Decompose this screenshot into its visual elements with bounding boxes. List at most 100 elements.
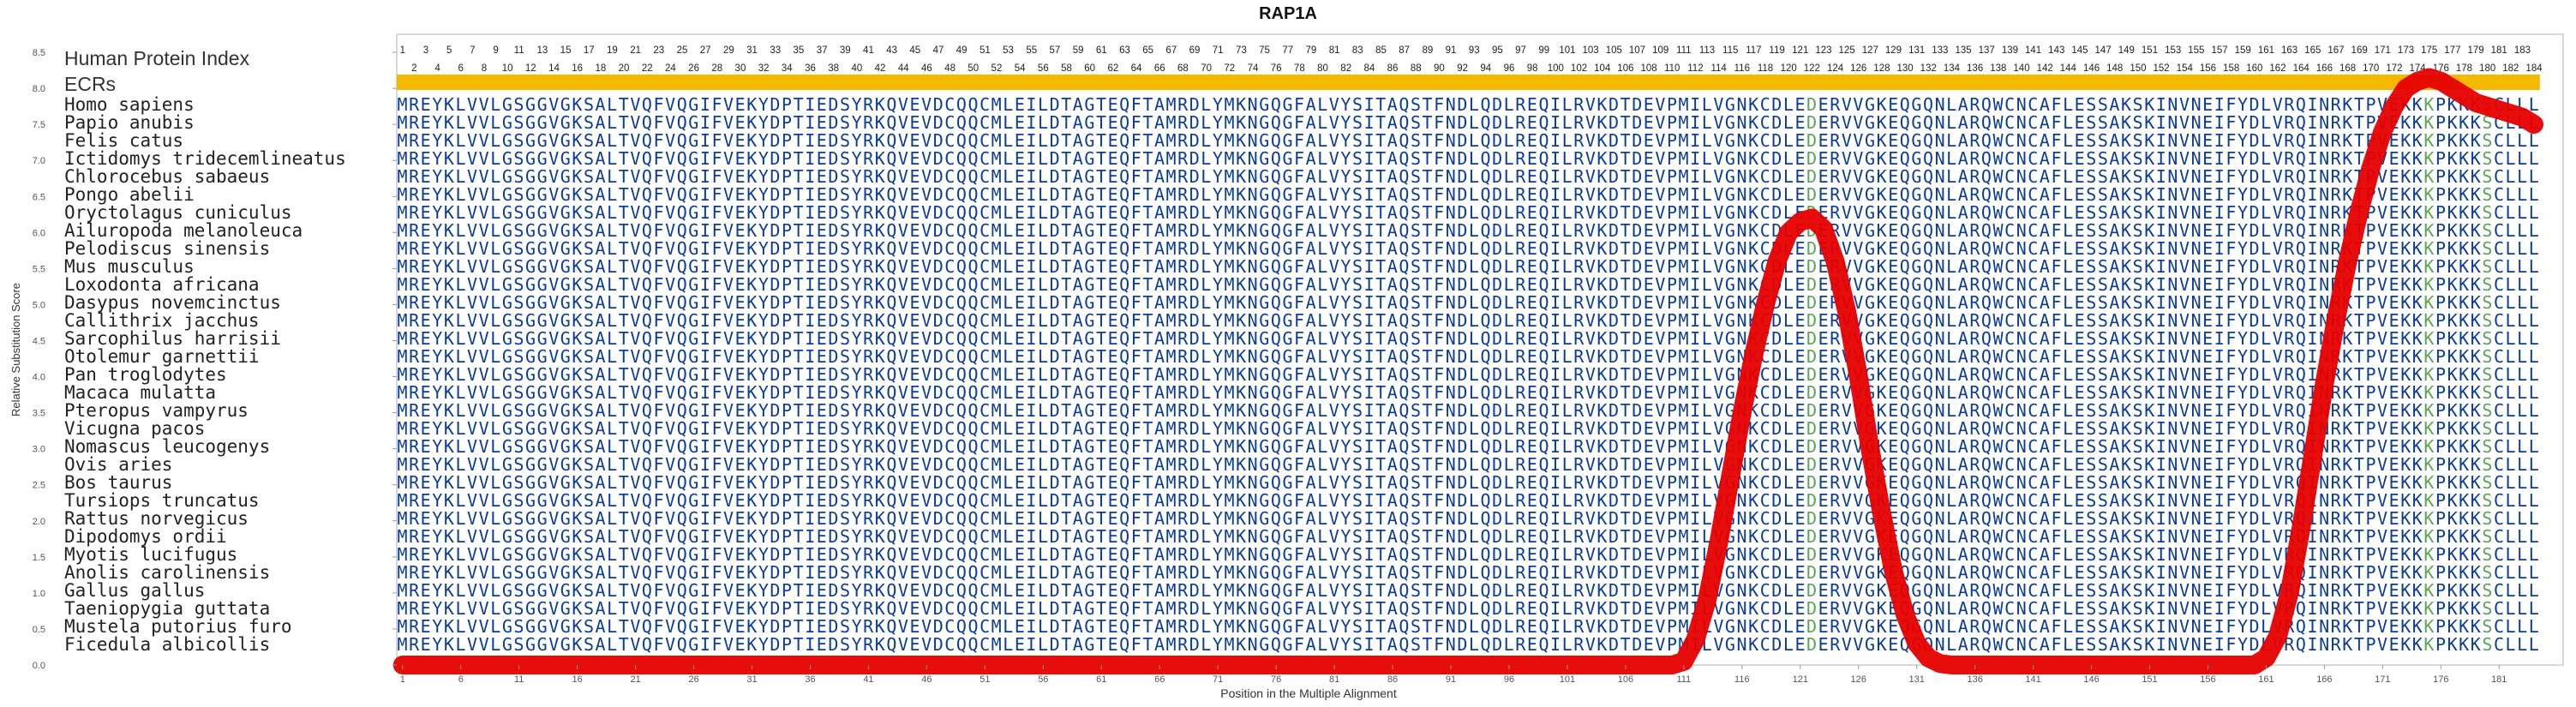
sequence-row: MREYKLVVLGSGGVGKSALTVQFVQGIFVEKYDPTIEDSY…: [398, 616, 2539, 637]
species-label: Homo sapiens: [64, 94, 195, 115]
index-number: 182: [2502, 63, 2519, 74]
index-number: 130: [1896, 63, 1913, 74]
x-tick-label: 116: [1734, 674, 1750, 685]
index-number: 98: [1527, 63, 1538, 74]
index-number: 80: [1317, 63, 1328, 74]
x-tick-label: 36: [805, 674, 815, 685]
index-number: 129: [1885, 45, 1902, 56]
x-tick-label: 131: [1908, 674, 1924, 685]
index-number: 178: [2456, 63, 2472, 74]
x-tick-label: 96: [1504, 674, 1514, 685]
x-axis-label: Position in the Multiple Alignment: [1220, 686, 1397, 700]
index-number: 97: [1515, 45, 1526, 56]
index-number: 47: [933, 45, 944, 56]
species-label: Bos taurus: [64, 472, 172, 493]
x-axis: 1 6 11 16 21 26 31 36 41 46 51 56 61 66 71 76 81 86 91 96 10…: [400, 665, 2507, 685]
index-number: 135: [1955, 45, 1971, 56]
index-number: 99: [1538, 45, 1549, 56]
index-number: 12: [525, 63, 536, 74]
sequence-row: MREYKLVVLGSGGVGKSALTVQFVQGIFVEKYDPTIEDSY…: [398, 166, 2539, 187]
index-number: 38: [828, 63, 839, 74]
index-number: 149: [2118, 45, 2135, 56]
index-number: 159: [2235, 45, 2251, 56]
index-number: 181: [2491, 45, 2507, 56]
species-label: Taeniopygia guttata: [64, 598, 270, 619]
index-number: 133: [1932, 45, 1948, 56]
index-number: 155: [2188, 45, 2204, 56]
sequence-row: MREYKLVVLGSGGVGKSALTVQFVQGIFVEKYDPTIEDSY…: [398, 508, 2539, 529]
index-number: 43: [886, 45, 897, 56]
index-number: 126: [1850, 63, 1866, 74]
index-number: 48: [944, 63, 956, 74]
index-number: 56: [1038, 63, 1049, 74]
index-number: 150: [2130, 63, 2146, 74]
x-tick-label: 101: [1560, 674, 1575, 685]
index-number: 71: [1213, 45, 1224, 56]
human-protein-index: 1234567891011121314151617181920212223242…: [400, 45, 2543, 74]
index-number: 154: [2177, 63, 2194, 74]
species-label: Mus musculus: [64, 256, 195, 277]
index-number: 114: [1710, 63, 1727, 74]
y-axis-label: Relative Substitution Score: [9, 283, 22, 416]
ecr-segment: [397, 75, 2540, 90]
x-tick-label: 161: [2258, 674, 2273, 685]
index-number: 131: [1908, 45, 1925, 56]
index-number: 81: [1329, 45, 1340, 56]
species-label: Ailuropoda melanoleuca: [64, 220, 303, 241]
index-number: 109: [1652, 45, 1668, 56]
index-number: 3: [423, 45, 428, 56]
index-number: 93: [1469, 45, 1480, 56]
index-number: 158: [2223, 63, 2239, 74]
x-tick-label: 51: [979, 674, 990, 685]
index-number: 145: [2071, 45, 2088, 56]
alignment-rows: MREYKLVVLGSGGVGKSALTVQFVQGIFVEKYDPTIEDSY…: [398, 94, 2539, 655]
index-number: 35: [794, 45, 805, 56]
index-number: 177: [2444, 45, 2460, 56]
index-number: 61: [1096, 45, 1107, 56]
index-number: 90: [1434, 63, 1445, 74]
index-number: 67: [1165, 45, 1177, 56]
index-number: 32: [758, 63, 770, 74]
index-number: 110: [1664, 63, 1680, 74]
x-tick-label: 81: [1329, 674, 1339, 685]
index-number: 76: [1271, 63, 1282, 74]
y-tick-label: 8.5: [33, 48, 45, 58]
x-tick-label: 176: [2433, 674, 2448, 685]
species-label: Otolemur garnettii: [64, 346, 260, 367]
y-tick-label: 7.0: [33, 156, 45, 166]
index-number: 39: [840, 45, 851, 56]
index-number: 117: [1746, 45, 1761, 56]
y-tick-label: 6.0: [33, 228, 45, 238]
index-number: 44: [898, 63, 909, 74]
sequence-row: MREYKLVVLGSGGVGKSALTVQFVQGIFVEKYDPTIEDSY…: [398, 472, 2539, 493]
index-number: 27: [700, 45, 711, 56]
species-label: Ficedula albicollis: [64, 634, 270, 655]
index-number: 22: [642, 63, 653, 74]
y-tick-label: 3.5: [33, 409, 45, 419]
index-number: 10: [502, 63, 513, 74]
index-number: 94: [1480, 63, 1491, 74]
index-number: 116: [1734, 63, 1750, 74]
species-label: Anolis carolinensis: [64, 562, 270, 583]
x-tick-label: 141: [2025, 674, 2040, 685]
sequence-row: MREYKLVVLGSGGVGKSALTVQFVQGIFVEKYDPTIEDSY…: [398, 202, 2539, 223]
sequence-row: MREYKLVVLGSGGVGKSALTVQFVQGIFVEKYDPTIEDSY…: [398, 220, 2539, 241]
index-number: 29: [723, 45, 734, 56]
index-number: 57: [1050, 45, 1061, 56]
index-number: 68: [1177, 63, 1189, 74]
index-number: 64: [1131, 63, 1142, 74]
index-number: 157: [2211, 45, 2227, 56]
ecr-bar: [397, 75, 2540, 90]
y-tick-label: 2.5: [33, 481, 45, 491]
sequence-row: MREYKLVVLGSGGVGKSALTVQFVQGIFVEKYDPTIEDSY…: [398, 418, 2539, 439]
species-label: Pelodiscus sinensis: [64, 238, 270, 259]
index-number: 165: [2304, 45, 2321, 56]
x-tick-label: 76: [1271, 674, 1281, 685]
index-number: 137: [1979, 45, 1995, 56]
index-number: 26: [688, 63, 699, 74]
index-number: 173: [2398, 45, 2414, 56]
sequence-row: MREYKLVVLGSGGVGKSALTVQFVQGIFVEKYDPTIEDSY…: [398, 454, 2539, 475]
index-number: 112: [1687, 63, 1703, 74]
index-number: 34: [782, 63, 793, 74]
